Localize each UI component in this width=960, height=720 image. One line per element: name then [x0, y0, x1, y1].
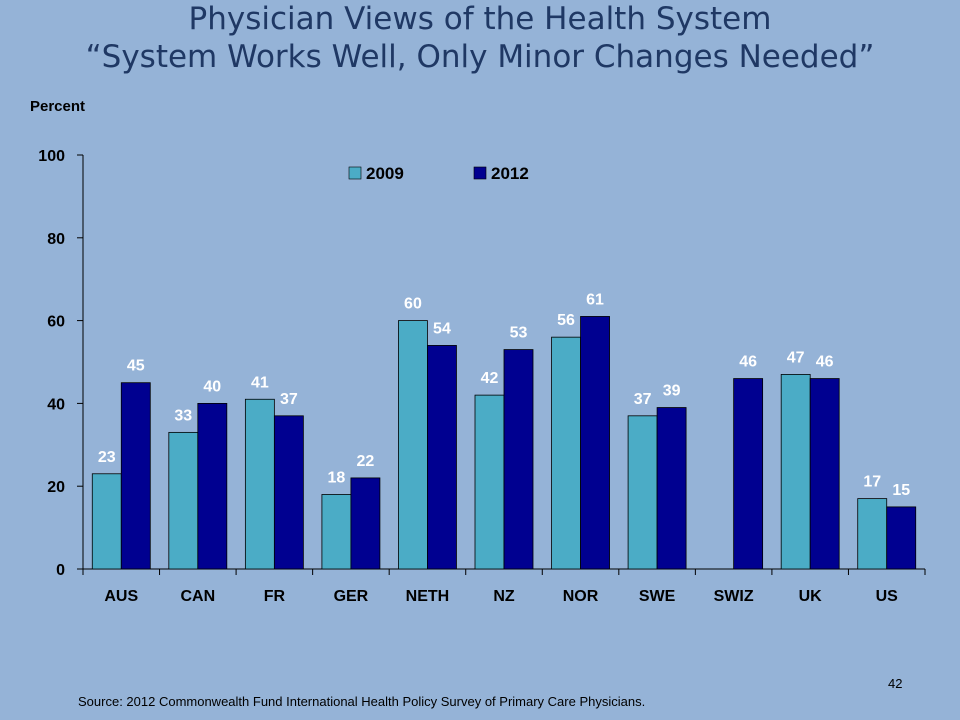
x-tick-label: FR	[264, 588, 286, 605]
legend-label-2012: 2012	[491, 164, 529, 183]
y-tick-label: 0	[56, 562, 65, 579]
bar-2012-NZ	[503, 349, 534, 570]
bar-2009-NETH	[398, 320, 428, 570]
data-label: 22	[357, 453, 375, 470]
data-label: 42	[481, 370, 499, 387]
x-tick-label: GER	[334, 588, 369, 605]
bar-2009-GER	[321, 494, 352, 570]
data-label: 60	[404, 296, 422, 313]
y-tick-label: 60	[47, 314, 65, 331]
bar-2012-CAN	[197, 402, 228, 570]
title-line-1: Physician Views of the Health System	[188, 1, 772, 37]
data-label: 18	[328, 469, 346, 486]
y-tick-label: 20	[47, 479, 65, 496]
data-label: 41	[251, 374, 269, 391]
bar-2009-NOR	[551, 336, 581, 570]
data-label: 17	[863, 474, 881, 491]
y-tick-label: 100	[38, 148, 65, 165]
legend-label-2009: 2009	[366, 164, 404, 183]
x-tick-label: SWIZ	[714, 588, 754, 605]
bar-2012-GER	[350, 477, 381, 570]
data-label: 33	[174, 407, 192, 424]
data-label: 46	[739, 354, 757, 371]
data-label: 15	[892, 482, 910, 499]
bar-2012-SWE	[656, 407, 687, 570]
data-label: 37	[634, 391, 652, 408]
bar-2009-US	[857, 498, 888, 570]
bar-2012-NOR	[580, 316, 610, 570]
y-axis-label: Percent	[30, 98, 86, 115]
legend-swatch-2009	[348, 166, 362, 180]
bar-2009-CAN	[168, 431, 199, 570]
data-label: 37	[280, 391, 298, 408]
x-tick-label: US	[876, 588, 899, 605]
x-tick-label: AUS	[104, 588, 138, 605]
data-label: 45	[127, 358, 145, 375]
data-label: 23	[98, 449, 116, 466]
x-tick-label: SWE	[639, 588, 676, 605]
bar-2009-SWE	[627, 415, 658, 570]
x-tick-label: CAN	[180, 588, 215, 605]
data-label: 53	[510, 325, 528, 342]
data-label: 47	[787, 349, 805, 366]
legend-swatch-2012	[473, 166, 487, 180]
x-tick-label: NZ	[493, 588, 515, 605]
data-label: 40	[203, 378, 221, 395]
x-tick-label: NETH	[406, 588, 450, 605]
bar-2012-FR	[273, 415, 304, 570]
bar-2012-NETH	[427, 345, 457, 570]
data-label: 61	[586, 291, 604, 308]
x-tick-label: UK	[799, 588, 823, 605]
bar-2009-UK	[780, 374, 811, 570]
bar-2012-US	[886, 506, 917, 570]
page-number: 42	[888, 676, 903, 691]
bar-2009-NZ	[474, 394, 505, 570]
source-note: Source: 2012 Commonwealth Fund Internati…	[78, 694, 646, 709]
data-label: 46	[816, 354, 834, 371]
slide-title: Physician Views of the Health System “Sy…	[0, 0, 960, 76]
bar-2012-AUS	[120, 382, 151, 570]
bar-2012-SWIZ	[733, 378, 764, 570]
title-line-2: “System Works Well, Only Minor Changes N…	[85, 39, 875, 75]
data-label: 39	[663, 383, 681, 400]
bar-2012-UK	[809, 378, 840, 570]
bar-2009-AUS	[91, 473, 122, 570]
bar-2009-FR	[244, 398, 275, 570]
y-tick-label: 80	[47, 231, 65, 248]
y-tick-label: 40	[47, 396, 65, 413]
x-tick-label: NOR	[563, 588, 599, 605]
data-label: 56	[557, 312, 575, 329]
data-label: 54	[433, 320, 451, 337]
